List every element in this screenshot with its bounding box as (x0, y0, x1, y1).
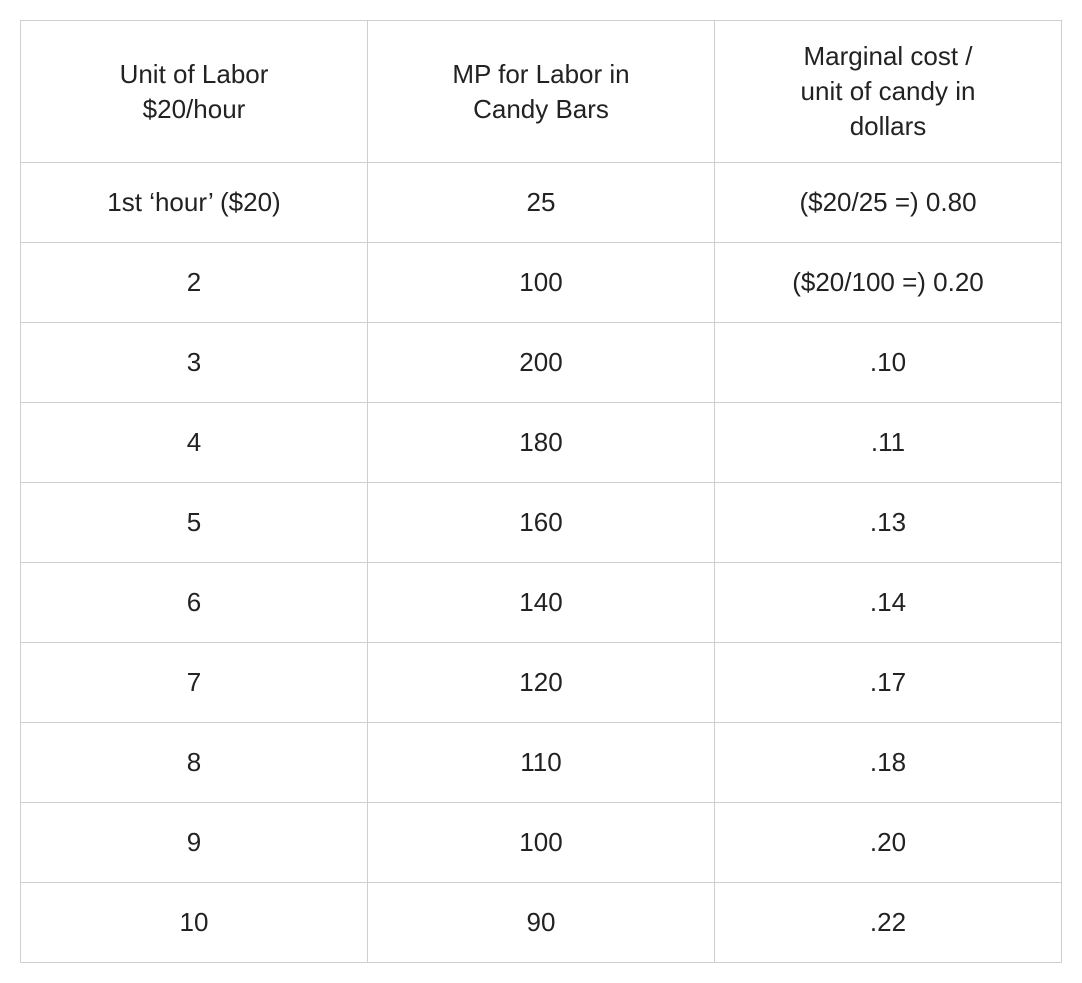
header-row: Unit of Labor$20/hour MP for Labor inCan… (21, 21, 1062, 163)
table-row: 4 180 .11 (21, 403, 1062, 483)
cell-unit: 5 (21, 483, 368, 563)
cell-mc: .13 (715, 483, 1062, 563)
table-row: 1st ‘hour’ ($20) 25 ($20/25 =) 0.80 (21, 163, 1062, 243)
cell-unit: 10 (21, 883, 368, 963)
cell-mc: .20 (715, 803, 1062, 883)
cell-unit: 9 (21, 803, 368, 883)
table-row: 9 100 .20 (21, 803, 1062, 883)
cell-mp: 120 (368, 643, 715, 723)
table-row: 5 160 .13 (21, 483, 1062, 563)
cell-mc: .17 (715, 643, 1062, 723)
cell-mc: .22 (715, 883, 1062, 963)
table-row: 7 120 .17 (21, 643, 1062, 723)
cell-mc: ($20/100 =) 0.20 (715, 243, 1062, 323)
cell-unit: 8 (21, 723, 368, 803)
table-row: 3 200 .10 (21, 323, 1062, 403)
cell-mc: .10 (715, 323, 1062, 403)
cell-unit: 1st ‘hour’ ($20) (21, 163, 368, 243)
cell-mp: 25 (368, 163, 715, 243)
cell-mp: 100 (368, 243, 715, 323)
cell-mc: .11 (715, 403, 1062, 483)
cell-mc: ($20/25 =) 0.80 (715, 163, 1062, 243)
cell-mp: 140 (368, 563, 715, 643)
cell-mp: 100 (368, 803, 715, 883)
cell-unit: 3 (21, 323, 368, 403)
table-head: Unit of Labor$20/hour MP for Labor inCan… (21, 21, 1062, 163)
cell-mp: 110 (368, 723, 715, 803)
table-body: 1st ‘hour’ ($20) 25 ($20/25 =) 0.80 2 10… (21, 163, 1062, 963)
col-header-unit-labor: Unit of Labor$20/hour (21, 21, 368, 163)
labor-table: Unit of Labor$20/hour MP for Labor inCan… (20, 20, 1062, 963)
cell-unit: 6 (21, 563, 368, 643)
cell-mp: 200 (368, 323, 715, 403)
cell-unit: 2 (21, 243, 368, 323)
cell-mp: 180 (368, 403, 715, 483)
labor-table-wrapper: Unit of Labor$20/hour MP for Labor inCan… (20, 20, 1062, 963)
cell-mp: 160 (368, 483, 715, 563)
col-header-mp-labor: MP for Labor inCandy Bars (368, 21, 715, 163)
cell-mp: 90 (368, 883, 715, 963)
cell-mc: .18 (715, 723, 1062, 803)
table-row: 6 140 .14 (21, 563, 1062, 643)
table-row: 8 110 .18 (21, 723, 1062, 803)
table-row: 2 100 ($20/100 =) 0.20 (21, 243, 1062, 323)
cell-unit: 7 (21, 643, 368, 723)
cell-unit: 4 (21, 403, 368, 483)
col-header-marginal-cost: Marginal cost /unit of candy indollars (715, 21, 1062, 163)
table-row: 10 90 .22 (21, 883, 1062, 963)
cell-mc: .14 (715, 563, 1062, 643)
